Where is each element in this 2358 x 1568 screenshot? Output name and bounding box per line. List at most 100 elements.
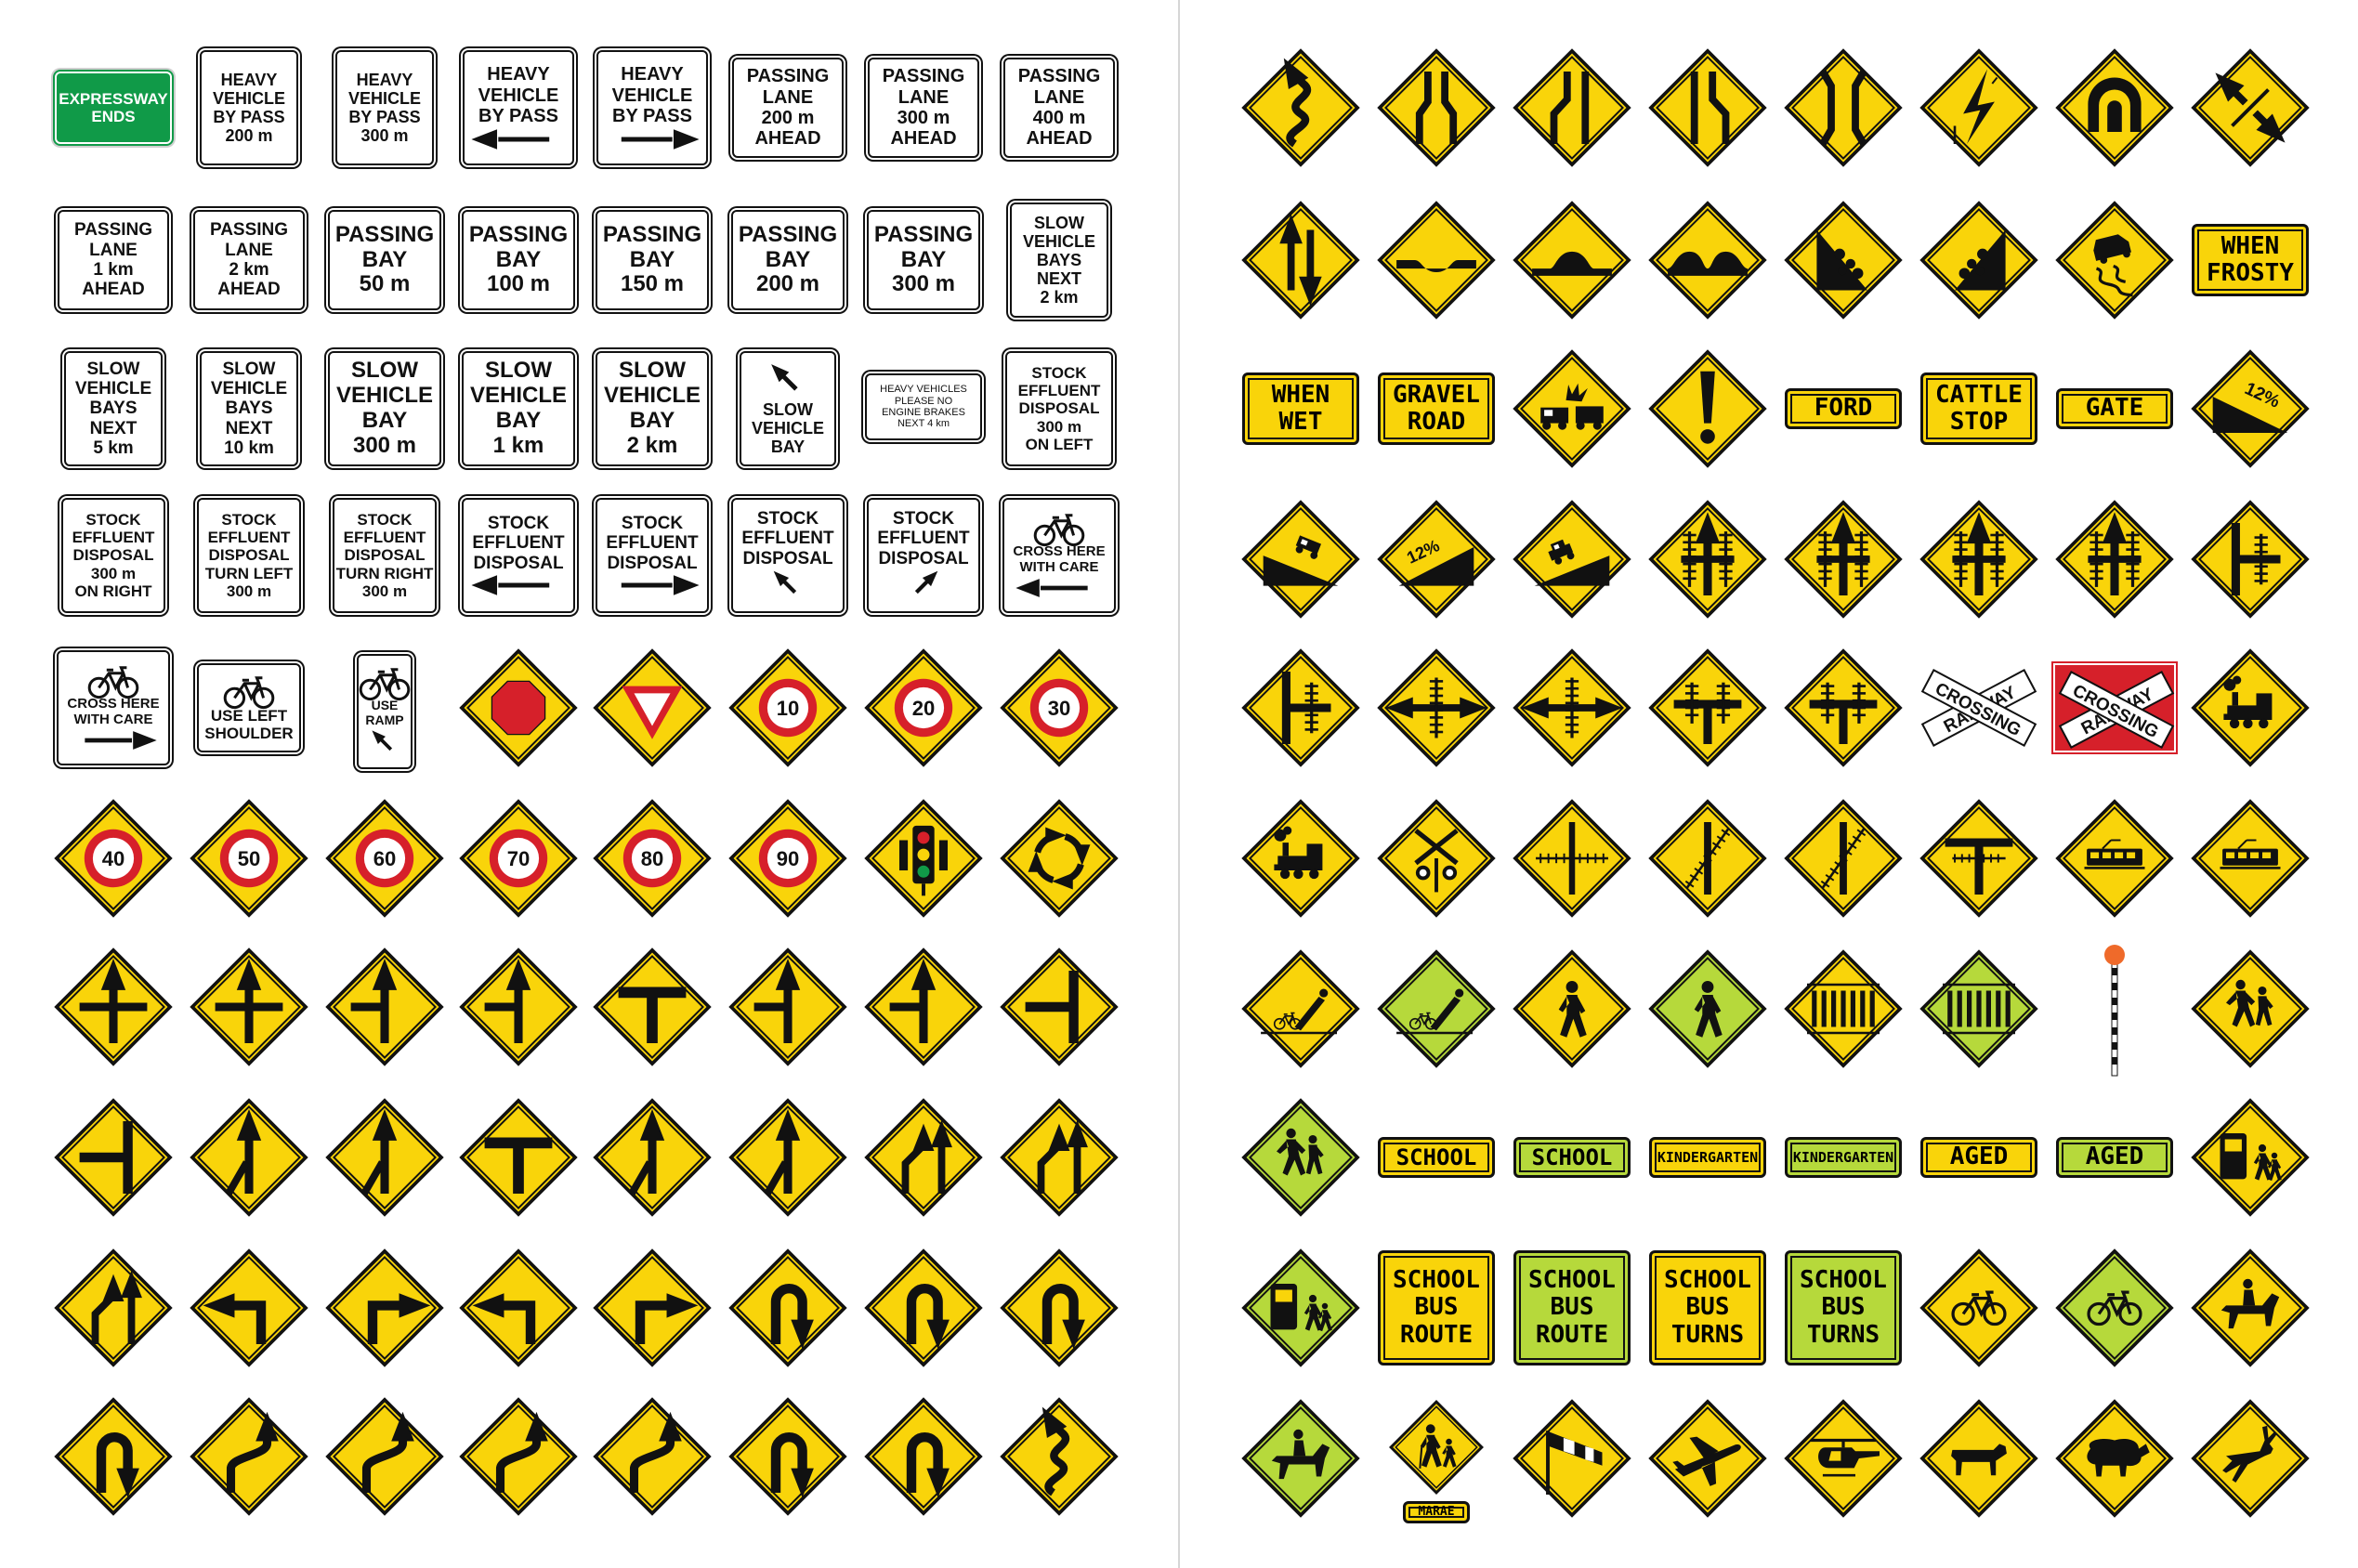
sign-text-line: BAY: [900, 246, 947, 272]
regulatory-text-sign: SLOW VEHICLE BAYS NEXT 2 km: [1010, 203, 1108, 318]
road-narrows-right-icon: [1690, 72, 1730, 144]
curve-right-sign: [592, 1248, 713, 1368]
sign-text-line: AGED: [2085, 1143, 2144, 1171]
dip-icon: [1396, 260, 1476, 272]
sign-text-line: 300 m: [361, 581, 408, 600]
side-road-icon: [753, 959, 801, 1043]
hairpin-sign: [863, 1248, 984, 1368]
regulatory-text-sign: CROSS HERE WITH CARE: [1002, 498, 1116, 613]
sign-text-line: 1 km: [93, 260, 134, 280]
regulatory-text-sign: PASSING LANE 1 km AHEAD: [58, 210, 169, 310]
stop-ahead-sign: [458, 647, 579, 768]
road-narrows-both-icon: [1415, 72, 1458, 144]
sign-text-line: PASSING: [73, 220, 153, 241]
merge-icon: [628, 1109, 665, 1196]
sign-text-line: GATE: [2085, 394, 2144, 423]
regulatory-text-sign: SLOW VEHICLE BAY 1 km: [462, 351, 575, 466]
children-crossing-icon: [1277, 1128, 1324, 1176]
sign-text-line: MARAE: [1418, 1504, 1455, 1519]
cattle-sign: [1919, 1398, 2039, 1519]
sign-text-line: USE LEFT: [210, 706, 288, 725]
page-divider: [1178, 0, 1180, 1568]
merge-sign: [189, 1097, 309, 1218]
hairpin-icon: [1041, 1284, 1085, 1350]
rail-crossing-t-left-icon: [1281, 672, 1331, 744]
regulatory-text-sign: HEAVY VEHICLE BY PASS 300 m: [335, 50, 434, 165]
speed-advisory-icon: [894, 678, 953, 738]
children-crossing-icon: [2226, 979, 2273, 1027]
windsock-sign: [1512, 1398, 1632, 1519]
school-bus-route-sign: SCHOOL BUS ROUTE: [1378, 1250, 1495, 1365]
speed-advisory-icon: [489, 829, 548, 888]
speed-advisory-80-sign: 80: [592, 798, 713, 919]
speed-advisory-70-sign: 70: [458, 798, 579, 919]
divided-road-ends-icon: [2215, 72, 2286, 143]
reverse-curve-icon: [361, 1411, 414, 1493]
road-narrows-left-icon: [1550, 72, 1590, 144]
reverse-curve-sign: [458, 1396, 579, 1517]
sign-text-line: PASSING: [209, 220, 289, 241]
steep-descent-truck-sign: [1240, 499, 1361, 620]
staggered-junction-icon: [79, 1121, 133, 1194]
sign-text-line: BAY: [361, 408, 408, 433]
speed-advisory-40-sign: 40: [53, 798, 174, 919]
crash-ahead-icon: [1540, 383, 1604, 430]
sign-text-line: BY PASS: [612, 106, 692, 127]
sign-text-line: SHOULDER: [204, 725, 294, 742]
cyclist-fall-sign: [1376, 948, 1497, 1069]
sign-text-line: VEHICLE: [603, 383, 701, 409]
helicopter-sign: [1783, 1398, 1904, 1519]
regulatory-text-sign: STOCK EFFLUENT DISPOSAL 300 m ON LEFT: [1005, 351, 1113, 466]
curve-left-icon: [203, 1293, 267, 1344]
tram-icon: [2084, 839, 2145, 869]
lane-ends-sign: [53, 1248, 174, 1368]
sign-text-line: VEHICLE: [751, 418, 824, 438]
sign-text-line: BAYS: [1036, 250, 1082, 269]
sign-text-line: RAMP: [365, 712, 404, 727]
sign-text-line: SCHOOL: [1528, 1266, 1616, 1295]
speed-advisory-50-sign: 50: [189, 798, 309, 919]
kindergarten-sign: KINDERGARTEN: [1649, 1137, 1766, 1178]
traffic-signals-sign: [863, 798, 984, 919]
rail-crossing-t-icon: [1673, 682, 1742, 744]
sign-text-line: FORD: [1814, 394, 1873, 423]
sign-text-line: BAY: [629, 408, 675, 433]
sign-text-line: VEHICLE: [478, 85, 559, 106]
regulatory-text-sign: PASSING BAY 300 m: [867, 210, 980, 310]
sign-text-line: 5 km: [93, 438, 134, 458]
school-patrol-icon: [1270, 1284, 1332, 1332]
slippery-road-sign: [2054, 200, 2175, 320]
sign-text-line: DISPOSAL: [473, 553, 564, 573]
narrow-bridge-sign: [1783, 47, 1904, 168]
sign-text-line: SCHOOL: [1664, 1266, 1751, 1295]
sign-text-line: BAY: [361, 246, 408, 272]
sign-text-line: SLOW: [619, 358, 686, 384]
hairpin-sign: [863, 1396, 984, 1517]
sign-text-line: 200 m: [225, 126, 273, 146]
side-road-sign: [727, 947, 848, 1067]
rail-crossing-side-road-sign: [1919, 499, 2039, 620]
horse-rider-sign: [2190, 1248, 2311, 1368]
horse-rider-icon: [2220, 1278, 2280, 1329]
bicycle-icon: [85, 663, 141, 699]
road-narrows-left-sign: [1512, 47, 1632, 168]
reverse-curve-icon: [495, 1411, 548, 1493]
bicycle-icon: [1031, 511, 1087, 547]
roundabout-icon: [1028, 827, 1091, 890]
zebra-crossing-icon: [1943, 983, 2015, 1035]
speed-value: 40: [102, 847, 125, 870]
give-way-ahead-sign: [592, 647, 713, 768]
speed-advisory-20-sign: 20: [863, 647, 984, 768]
sign-text-line: EFFLUENT: [877, 529, 970, 549]
sign-text-line: 300 m: [360, 126, 409, 146]
sign-text-line: CROSS HERE: [67, 696, 160, 712]
pedestrian-sign: [1647, 948, 1768, 1069]
reverse-curve-sign: [592, 1396, 713, 1517]
sign-text-line: LANE: [1033, 86, 1085, 108]
side-road-icon: [889, 959, 937, 1043]
road-narrows-both-sign: [1376, 47, 1497, 168]
sign-text-line: STOCK: [357, 511, 413, 529]
sign-text-line: STOCK: [487, 514, 550, 534]
sign-text-line: AHEAD: [217, 280, 281, 300]
hairpin-icon: [770, 1432, 814, 1498]
